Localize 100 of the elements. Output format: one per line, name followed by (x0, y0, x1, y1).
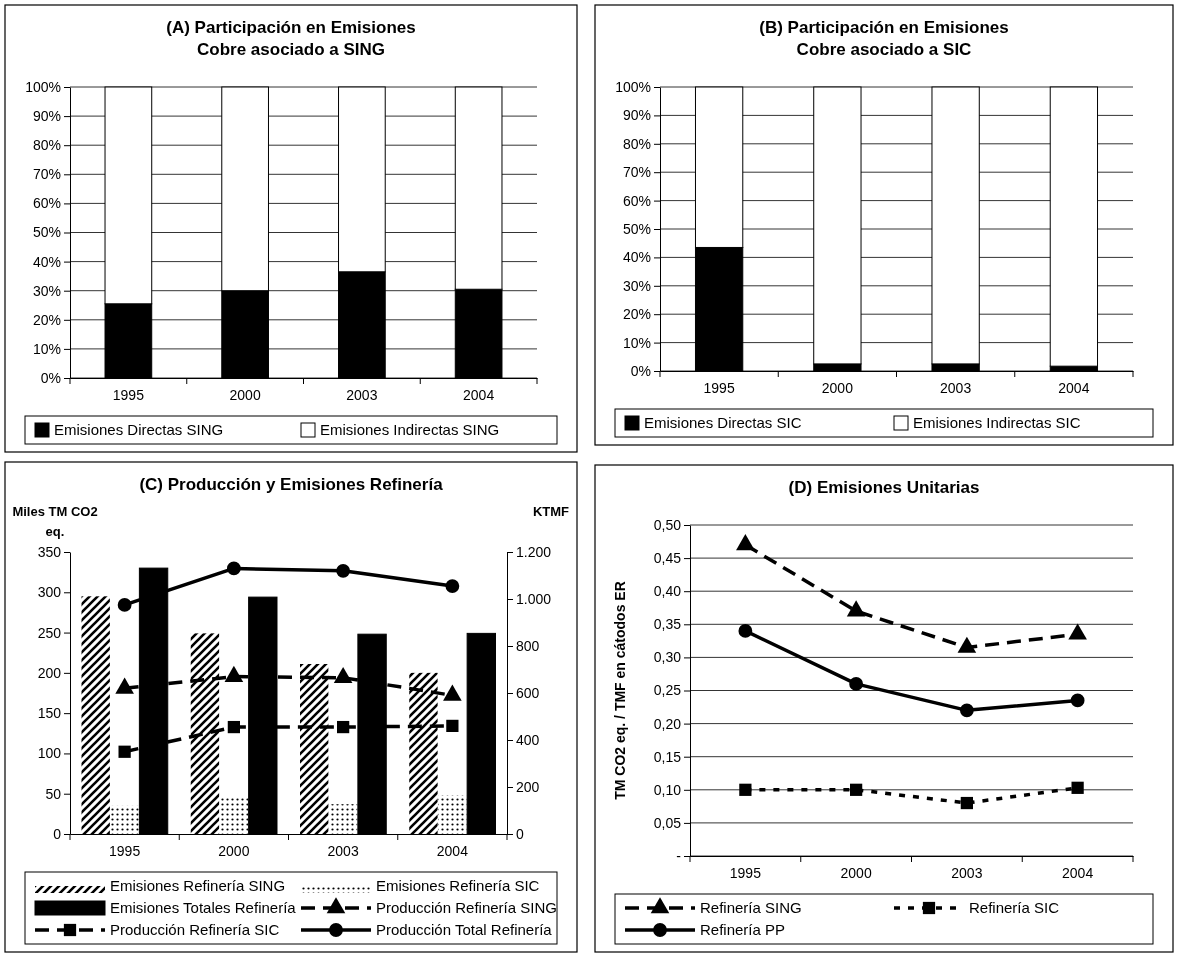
x-tick-label: 2004 (1062, 864, 1094, 881)
y-tick-label: 70% (32, 166, 61, 183)
y-tick-label: 60% (32, 195, 61, 212)
y2-axis-title: KTMF (532, 504, 570, 519)
point (117, 597, 132, 612)
y-tick-label: 100 (37, 745, 62, 762)
y-tick-label: 80% (622, 135, 651, 152)
legend-label: Refinería SIC (969, 899, 1060, 916)
chart-title: (C) Producción y Emisiones Refinería (139, 475, 444, 494)
y-tick-label: 70% (622, 164, 651, 181)
x-tick-label: 1995 (729, 864, 762, 881)
y2-tick-label: 800 (516, 637, 540, 654)
y-tick-label: 0,05 (653, 814, 682, 831)
point (957, 636, 977, 653)
point (960, 796, 973, 810)
y2-tick-label: 0 (516, 825, 524, 842)
legend-label: Emisiones Refinería SIC (376, 877, 540, 894)
x-tick-label: 2003 (940, 379, 972, 396)
legend-label: Emisiones Indirectas SING (320, 421, 500, 438)
x-tick-label: 1995 (112, 386, 145, 403)
y-tick-label: 90% (622, 107, 651, 124)
point (446, 719, 459, 733)
x-tick-label: 2004 (436, 842, 469, 859)
y-tick-label: 30% (622, 277, 651, 294)
y2-tick-label: 200 (516, 778, 540, 795)
y-axis-title: Miles TM CO2 eq. (12, 504, 98, 539)
y-tick-label: - (676, 847, 682, 864)
point (227, 720, 240, 734)
y-tick-label: 10% (32, 340, 61, 357)
y-tick-label: 0,40 (653, 583, 682, 600)
y-tick-label: 40% (32, 253, 61, 270)
y-tick-label: 60% (622, 192, 651, 209)
x-tick-label: 2000 (229, 386, 261, 403)
legend-label: Producción Refinería SIC (110, 921, 280, 938)
x-tick-label: 2000 (821, 379, 854, 396)
point (1068, 623, 1087, 640)
y-tick-label: 80% (32, 137, 61, 154)
legend-label: Emisiones Totales Refinería (110, 899, 297, 916)
y-tick-label: 0 (53, 825, 62, 842)
point (846, 600, 866, 617)
legend-label: Producción Total Refinería (376, 921, 553, 938)
point (336, 563, 351, 578)
chart-title: (A) Participación en Emisiones Cobre asociado a SING (166, 18, 416, 59)
legend-label: Producción Refinería SING (376, 899, 557, 916)
y2-tick-label: 400 (516, 731, 540, 748)
y2-tick-label: 1.000 (516, 590, 552, 607)
y-tick-label: 50 (45, 785, 62, 802)
point (337, 720, 350, 734)
legend-label: Refinería SING (700, 899, 802, 916)
y-tick-label: 20% (622, 306, 651, 323)
y-tick-label: 100% (615, 78, 651, 95)
y-tick-label: 250 (37, 624, 62, 641)
x-tick-label: 1995 (109, 842, 141, 859)
point (118, 745, 131, 758)
x-tick-label: 2000 (218, 842, 250, 859)
point (738, 624, 753, 638)
x-tick-label: 2003 (327, 842, 359, 859)
point (850, 783, 863, 796)
y-tick-label: 100% (25, 78, 61, 95)
y-tick-label: 90% (32, 108, 61, 125)
point (959, 703, 974, 718)
y-tick-label: 0,50 (653, 516, 682, 533)
y-tick-label: 200 (37, 664, 62, 681)
y2-tick-label: 1.200 (516, 543, 552, 560)
point (849, 676, 864, 691)
x-tick-label: 2003 (346, 386, 378, 403)
y-tick-label: 30% (32, 282, 61, 299)
point (736, 534, 755, 551)
y-tick-label: 10% (622, 334, 651, 351)
x-tick-label: 1995 (703, 379, 735, 396)
chart-title: (D) Emisiones Unitarias (788, 478, 980, 497)
y-tick-label: 0,20 (653, 715, 682, 732)
point (445, 579, 460, 593)
legend-label: Emisiones Indirectas SIC (913, 414, 1081, 431)
x-tick-label: 2003 (951, 864, 983, 881)
point (226, 561, 241, 576)
x-tick-label: 2004 (463, 386, 495, 403)
y-tick-label: 50% (32, 224, 61, 241)
y-tick-label: 0,45 (653, 550, 682, 567)
y-tick-label: 20% (32, 311, 61, 328)
y-axis-title: TM CO2 eq. / TMF en cátodos ER (612, 581, 628, 800)
point (739, 783, 752, 796)
chart-title: (B) Participación en Emisiones Cobre asociado a SIC (759, 18, 1009, 59)
legend-label: Emisiones Refinería SING (110, 877, 286, 894)
point (1071, 781, 1084, 794)
y-tick-label: 0% (630, 362, 651, 379)
y-tick-label: 50% (622, 220, 651, 237)
x-tick-label: 2004 (1058, 379, 1090, 396)
y-tick-label: 0,15 (653, 748, 682, 765)
y-tick-label: 0,10 (653, 781, 682, 798)
point (1070, 693, 1085, 708)
legend-label: Refinería PP (700, 921, 786, 938)
y-tick-label: 0,30 (653, 649, 682, 666)
y-tick-label: 150 (37, 705, 62, 722)
y-tick-label: 350 (37, 543, 62, 560)
legend-label: Emisiones Directas SING (54, 421, 224, 438)
y-tick-label: 40% (622, 249, 651, 266)
y-tick-label: 300 (37, 584, 62, 601)
x-tick-label: 2000 (840, 864, 872, 881)
legend-label: Emisiones Directas SIC (644, 414, 802, 431)
